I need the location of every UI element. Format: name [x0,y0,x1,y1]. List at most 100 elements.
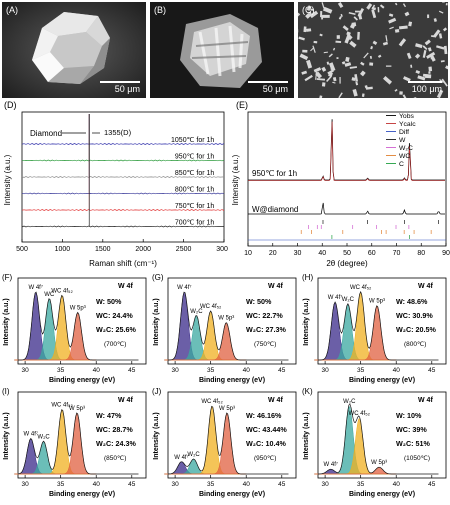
xrd-ylabel: Intensity (a.u.) [231,154,240,205]
xps-peak-label: WC 4f₅₂ [349,411,371,417]
raman-trace-label: 750℃ for 1h [175,203,214,210]
xps-xtick-label: 30 [171,481,179,488]
xps-ylabel: Intensity (a.u.) [303,412,310,459]
xps-xtick-label: 35 [57,481,65,488]
xps-xtick-label: 45 [128,367,136,374]
xps-xtick-label: 45 [428,367,436,374]
xps-xtick-label: 35 [357,481,365,488]
xps-peak-label: W 5p³ [369,299,385,305]
xps-composition: WC: 28.7% [96,425,133,434]
particle-speck [336,57,338,59]
xps-peak-label: W₂C [187,452,200,458]
xps-composition: WC: 30.9% [396,311,433,320]
xps-composition: WC: 39% [396,425,427,434]
xps-composition: W: 10% [396,411,422,420]
scale-bar-b: 50 μm [248,81,288,94]
xps-peak-label: WC 4f₅₂ [51,288,73,294]
raman-panel: (D) Intensity (a.u.) Raman shift (cm⁻¹) … [0,100,228,270]
raman-xlabel: Raman shift (cm⁻¹) [89,259,157,268]
scale-text-c: 100 μm [412,84,442,94]
xps-temperature: (1050℃) [404,455,430,462]
xps-title: W 4f [118,397,133,404]
xps-xtick-label: 35 [357,367,365,374]
xps-peak-label: W₂C [342,297,355,303]
xps-composition: W: 48.6% [396,297,428,306]
xps-peak-label: WC 4f₅₂ [200,304,222,310]
xps-composition: W₂C: 10.4% [246,439,287,448]
xrd-xlabel: 2θ (degree) [326,259,368,268]
raman-xtick-label: 3000 [216,246,228,253]
xps-temperature: (750℃) [254,341,276,348]
xrd-frame [248,112,446,246]
particle-speck [339,77,340,84]
xrd-legend-label: Diff [399,129,409,136]
xps-panel-label: (J) [152,387,162,396]
xrd-chart: Intensity (a.u.) 2θ (degree) 950℃ for 1h… [228,100,450,270]
raman-xtick-label: 2000 [135,246,151,253]
xps-peak-label: W 4f⁷ [29,284,44,291]
xps-peak-label: W 4f⁷ [328,294,343,301]
xps-xtick-label: 30 [21,367,29,374]
xps-panel-label: (K) [302,387,313,396]
xps-panel-label: (F) [2,273,13,282]
particle-speck [320,11,322,17]
particle-speck [428,67,432,72]
xps-xtick-label: 40 [243,367,251,374]
raman-trace-label: 850℃ for 1h [175,170,214,177]
particle-speck [303,26,306,32]
particle-speck [355,11,361,13]
raman-xtick-label: 2500 [176,246,192,253]
xps-peak-label: W 5p³ [219,406,235,412]
raman-xtick-label: 500 [16,246,28,253]
xps-xtick-label: 30 [321,367,329,374]
xrd-xtick-label: 60 [368,250,376,257]
panel-label-c: (C) [302,5,315,15]
xrd-xtick-label: 50 [343,250,351,257]
xps-panel-label: (G) [152,273,164,282]
xps-xtick-label: 45 [278,367,286,374]
xps-ylabel: Intensity (a.u.) [3,298,10,345]
xps-xtick-label: 40 [393,481,401,488]
xps-xtick-label: 35 [57,367,65,374]
xrd-bottom-sample-label: W@diamond [252,205,298,214]
xps-grid: Intensity (a.u.) Binding energy (eV) 30 35 4… [0,272,450,500]
xps-composition: WC: 24.4% [96,311,133,320]
particle-speck [428,71,430,74]
xps-ylabel: Intensity (a.u.) [153,412,160,459]
particle-speck [314,41,318,44]
xps-xlabel: Binding energy (eV) [349,377,415,384]
xps-xtick-label: 35 [207,367,215,374]
scale-bar-c: 100 μm [408,81,442,94]
particle-speck [378,7,380,12]
xps-peak-label: WC 4f₅₂ [201,399,223,405]
particle-speck [427,15,429,19]
xps-composition: W: 50% [246,297,272,306]
xps-composition: W₂C: 27.3% [246,325,287,334]
xps-xtick-label: 40 [93,481,101,488]
xrd-xtick-label: 30 [294,250,302,257]
particle-speck [386,65,391,66]
xrd-xtick-label: 80 [417,250,425,257]
xps-composition: W: 46.16% [246,411,282,420]
scale-text-b: 50 μm [263,84,288,94]
xrd-legend-label: C [399,161,404,168]
xrd-xtick-label: 90 [442,250,450,257]
particle-speck [357,32,360,40]
xps-xtick-label: 40 [93,367,101,374]
xps-peak-label: W 4f⁷ [24,431,39,438]
xps-title: W 4f [418,283,433,290]
xps-composition: W₂C: 20.5% [396,325,437,334]
xps-composition: W₂C: 51% [396,439,431,448]
xps-xtick-label: 45 [428,481,436,488]
xrd-xtick-label: 20 [269,250,277,257]
raman-trace-label: 950℃ for 1h [175,154,214,161]
xps-xlabel: Binding energy (eV) [49,491,115,498]
panel-label-e: (E) [236,100,248,110]
xps-xtick-label: 45 [128,481,136,488]
